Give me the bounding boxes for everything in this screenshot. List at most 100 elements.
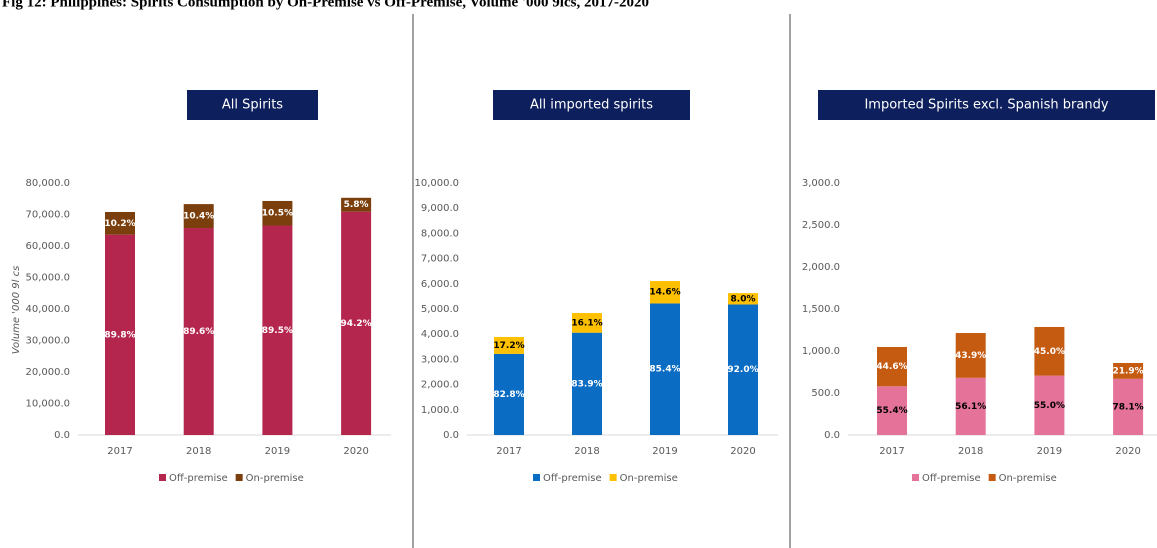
y-tick-label: 70,000.0: [25, 210, 70, 221]
y-tick-label: 1,500.0: [802, 304, 840, 315]
y-tick-label: 9,000.0: [421, 203, 459, 214]
bar-segment: [105, 234, 135, 435]
value-label: 82.8%: [493, 390, 524, 400]
chart-header: All imported spirits: [530, 98, 653, 113]
y-tick-label: 0.0: [54, 430, 70, 441]
value-label: 10.2%: [104, 219, 135, 229]
bar-segment: [262, 200, 293, 226]
y-tick-label: 50,000.0: [25, 273, 70, 284]
bar-segment: [494, 353, 524, 435]
y-tick-label: 0.0: [443, 430, 459, 441]
bar-segment: [650, 303, 680, 435]
bar-segment: [955, 333, 986, 378]
y-tick-label: 8,000.0: [421, 228, 459, 239]
value-label: 56.1%: [955, 402, 986, 412]
x-tick-label: 2017: [496, 446, 521, 457]
x-tick-label: 2020: [1115, 446, 1140, 457]
value-label: 83.9%: [571, 379, 602, 389]
legend-label: Off-premise: [543, 473, 602, 484]
legend-swatch: [912, 474, 919, 481]
y-tick-label: 6,000.0: [421, 279, 459, 290]
legend-swatch: [533, 474, 540, 481]
bar-segment: [877, 386, 907, 435]
x-tick-label: 2019: [265, 446, 290, 457]
chart-header-box: [818, 90, 1155, 120]
bar-segment: [262, 225, 293, 435]
y-tick-label: 500.0: [811, 388, 840, 399]
x-tick-label: 2018: [186, 446, 211, 457]
legend-swatch: [159, 474, 166, 481]
legend-swatch: [235, 474, 243, 481]
bar-segment: [1034, 326, 1065, 376]
bar-segment: [1113, 363, 1144, 379]
chart-header-box: [187, 90, 318, 120]
chart-header: All Spirits: [222, 98, 283, 113]
legend-label: On-premise: [620, 473, 678, 484]
bar-segment: [494, 336, 524, 354]
y-tick-label: 7,000.0: [421, 254, 459, 265]
value-label: 16.1%: [571, 318, 602, 328]
bar-segment: [1113, 378, 1144, 435]
bar-segment: [341, 197, 372, 212]
value-label: 8.0%: [731, 294, 756, 304]
x-tick-label: 2018: [574, 446, 599, 457]
y-tick-label: 30,000.0: [25, 336, 70, 347]
legend-label: Off-premise: [169, 473, 228, 484]
x-tick-label: 2020: [343, 446, 368, 457]
y-tick-label: 60,000.0: [25, 241, 70, 252]
x-tick-label: 2017: [107, 446, 132, 457]
value-label: 89.8%: [104, 330, 135, 340]
y-tick-label: 1,000.0: [421, 405, 459, 416]
y-tick-label: 2,000.0: [802, 262, 840, 273]
y-tick-label: 20,000.0: [25, 367, 70, 378]
value-label: 43.9%: [955, 351, 986, 361]
value-label: 85.4%: [649, 365, 680, 375]
bar-segment: [105, 211, 135, 235]
value-label: 89.5%: [262, 326, 293, 336]
x-tick-label: 2020: [730, 446, 755, 457]
bar-segment: [877, 346, 907, 387]
bar-segment: [1034, 375, 1065, 435]
value-label: 14.6%: [649, 288, 680, 298]
value-label: 17.2%: [493, 341, 524, 351]
y-tick-label: 2,500.0: [802, 220, 840, 231]
value-label: 94.2%: [340, 319, 371, 329]
chart-header: Imported Spirits excl. Spanish brandy: [864, 98, 1108, 113]
x-tick-label: 2019: [1037, 446, 1062, 457]
y-axis-label: Volume '000 9l cs: [11, 266, 22, 355]
value-label: 5.8%: [344, 200, 369, 210]
y-tick-label: 0.0: [824, 430, 840, 441]
value-label: 78.1%: [1112, 402, 1143, 412]
value-label: 92.0%: [727, 365, 758, 375]
value-label: 55.0%: [1034, 401, 1065, 411]
chart-header-box: [493, 90, 690, 120]
bar-segment: [728, 304, 758, 435]
y-tick-label: 3,000.0: [421, 354, 459, 365]
y-tick-label: 2,000.0: [421, 380, 459, 391]
bar-segment: [572, 313, 602, 333]
value-label: 55.4%: [876, 406, 907, 416]
value-label: 44.6%: [876, 362, 907, 372]
y-tick-label: 1,000.0: [802, 346, 840, 357]
legend-label: On-premise: [999, 473, 1057, 484]
legend-swatch: [609, 474, 617, 481]
x-tick-label: 2019: [652, 446, 677, 457]
bar-segment: [183, 204, 214, 229]
bar-segment: [183, 228, 214, 435]
legend-label: On-premise: [246, 473, 304, 484]
legend-label: Off-premise: [922, 473, 981, 484]
y-tick-label: 10,000.0: [25, 399, 70, 410]
y-tick-label: 5,000.0: [421, 304, 459, 315]
y-tick-label: 10,000.0: [414, 178, 459, 189]
bar-segment: [572, 332, 602, 435]
bar-segment: [728, 293, 758, 305]
legend-swatch: [988, 474, 996, 481]
x-tick-label: 2018: [958, 446, 983, 457]
y-tick-label: 40,000.0: [25, 304, 70, 315]
y-tick-label: 4,000.0: [421, 329, 459, 340]
value-label: 21.9%: [1112, 366, 1143, 376]
value-label: 45.0%: [1034, 347, 1065, 357]
x-tick-label: 2017: [879, 446, 904, 457]
value-label: 10.5%: [262, 209, 293, 219]
